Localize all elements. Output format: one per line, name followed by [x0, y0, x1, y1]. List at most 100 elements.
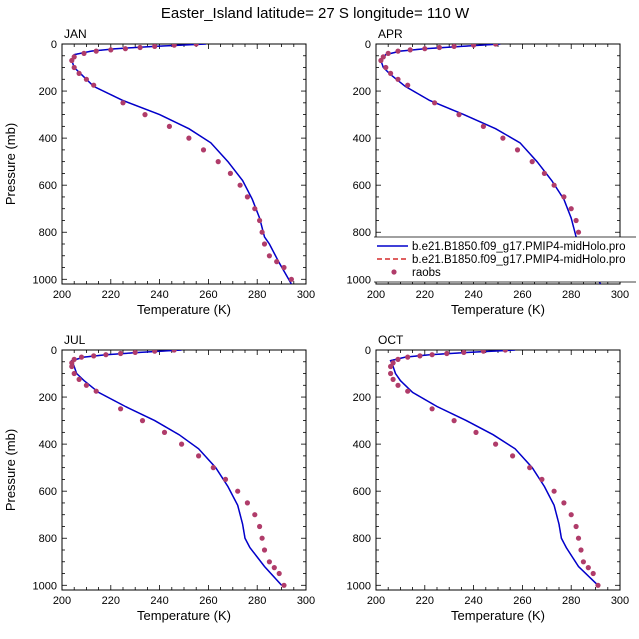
model-dashed-line — [71, 350, 283, 586]
raobs-point — [471, 44, 477, 48]
raobs-point — [93, 48, 99, 54]
raobs-point — [405, 354, 411, 360]
plot-area — [69, 350, 287, 588]
y-tick-label: 400 — [353, 439, 371, 451]
raobs-point — [103, 352, 109, 358]
y-tick-label: 1000 — [33, 274, 57, 286]
raobs-point — [161, 429, 168, 435]
raobs-point — [71, 370, 77, 377]
y-tick-label: 1000 — [347, 580, 371, 592]
raobs-point — [568, 206, 574, 212]
x-axis-label: Temperature (K) — [451, 608, 545, 623]
raobs-point — [395, 76, 401, 82]
raobs-point — [539, 476, 545, 482]
raobs-point — [456, 112, 462, 118]
panel-apr: 200 220 240 260 280 300 0 200 400 600 800 1000 APR Te… — [347, 27, 630, 317]
x-tick-label: 280 — [562, 595, 580, 607]
raobs-point — [422, 46, 428, 52]
panel-title: JUL — [64, 333, 86, 347]
x-tick-label: 260 — [513, 289, 531, 301]
raobs-point — [561, 500, 567, 506]
legend-label-model-solid: b.e21.B1850.f09_g17.PMIP4-midHolo.pro — [412, 241, 626, 253]
figure-title: Easter_Island latitude= 27 S longitude= … — [161, 5, 470, 22]
raobs-point — [502, 350, 508, 353]
y-tick-label: 200 — [39, 392, 57, 404]
raobs-point — [573, 523, 579, 530]
raobs-point — [259, 535, 265, 541]
y-tick-label: 200 — [39, 86, 57, 98]
raobs-point — [405, 388, 411, 394]
y-tick-label: 200 — [353, 392, 371, 404]
raobs-point — [142, 112, 148, 118]
raobs-point — [252, 206, 258, 212]
plot-frame — [61, 43, 307, 285]
x-tick-label: 220 — [416, 289, 434, 301]
raobs-point — [266, 253, 272, 259]
raobs-point — [108, 47, 114, 53]
raobs-point — [281, 264, 287, 271]
legend: b.e21.B1850.f09_g17.PMIP4-midHolo.pro b.… — [374, 236, 636, 283]
raobs-point — [252, 512, 258, 518]
legend-swatch-raobs — [391, 269, 397, 275]
panel-oct: 200 220 240 260 280 300 0 200 400 600 800 1000 OCT Te… — [347, 333, 630, 623]
raobs-point — [385, 50, 391, 57]
raobs-point — [429, 352, 435, 358]
y-tick-label: 0 — [51, 39, 57, 51]
raobs-point — [71, 64, 77, 71]
raobs-point — [580, 559, 587, 565]
raobs-point — [551, 182, 557, 188]
legend-label-model-dashed: b.e21.B1850.f09_g17.PMIP4-midHolo.pro — [412, 254, 626, 266]
raobs-point — [93, 388, 99, 394]
raobs-point — [274, 259, 280, 265]
raobs-point — [578, 547, 584, 553]
legend-label-raobs: raobs — [412, 267, 441, 279]
raobs-point — [179, 441, 185, 447]
raobs-point — [480, 123, 486, 129]
raobs-point — [69, 360, 75, 366]
y-tick-label: 600 — [353, 486, 371, 498]
raobs-point — [388, 363, 394, 370]
raobs-point — [429, 406, 435, 412]
raobs-point — [69, 57, 75, 64]
plot-frame — [61, 349, 307, 591]
raobs-point — [436, 44, 442, 51]
plot-area — [69, 44, 294, 284]
x-tick-label: 300 — [297, 595, 315, 607]
x-tick-label: 240 — [464, 289, 482, 301]
raobs-point — [222, 476, 229, 482]
raobs-point — [91, 82, 97, 88]
y-tick-label: 200 — [353, 86, 371, 98]
y-tick-label: 400 — [39, 133, 57, 145]
y-tick-label: 0 — [51, 345, 57, 357]
raobs-point — [83, 76, 89, 82]
x-tick-label: 300 — [611, 289, 629, 301]
raobs-point — [493, 44, 499, 47]
x-axis-label: Temperature (K) — [451, 302, 545, 317]
x-tick-label: 220 — [416, 595, 434, 607]
raobs-point — [561, 194, 567, 200]
raobs-point — [395, 382, 401, 388]
raobs-point — [461, 350, 467, 355]
x-tick-label: 240 — [150, 595, 168, 607]
x-tick-label: 200 — [367, 595, 385, 607]
raobs-point — [451, 418, 457, 424]
x-tick-label: 200 — [367, 289, 385, 301]
y-tick-label: 1000 — [347, 274, 371, 286]
model-dashed-line — [71, 44, 292, 284]
y-tick-label: 800 — [39, 227, 57, 239]
raobs-point — [171, 350, 177, 353]
raobs-point — [383, 64, 389, 71]
raobs-point — [590, 570, 596, 577]
raobs-point — [171, 44, 177, 48]
raobs-point — [417, 353, 423, 359]
raobs-point — [432, 100, 438, 106]
y-tick-label: 600 — [39, 180, 57, 192]
x-axis-label: Temperature (K) — [137, 608, 231, 623]
model-solid-line — [380, 44, 602, 284]
y-tick-label: 800 — [353, 533, 371, 545]
raobs-point — [81, 50, 87, 57]
raobs-point — [473, 429, 479, 435]
panel-jan: 200 220 240 260 280 300 0 200 400 600 800 1000 JAN Te… — [3, 27, 315, 317]
raobs-point — [493, 441, 499, 447]
